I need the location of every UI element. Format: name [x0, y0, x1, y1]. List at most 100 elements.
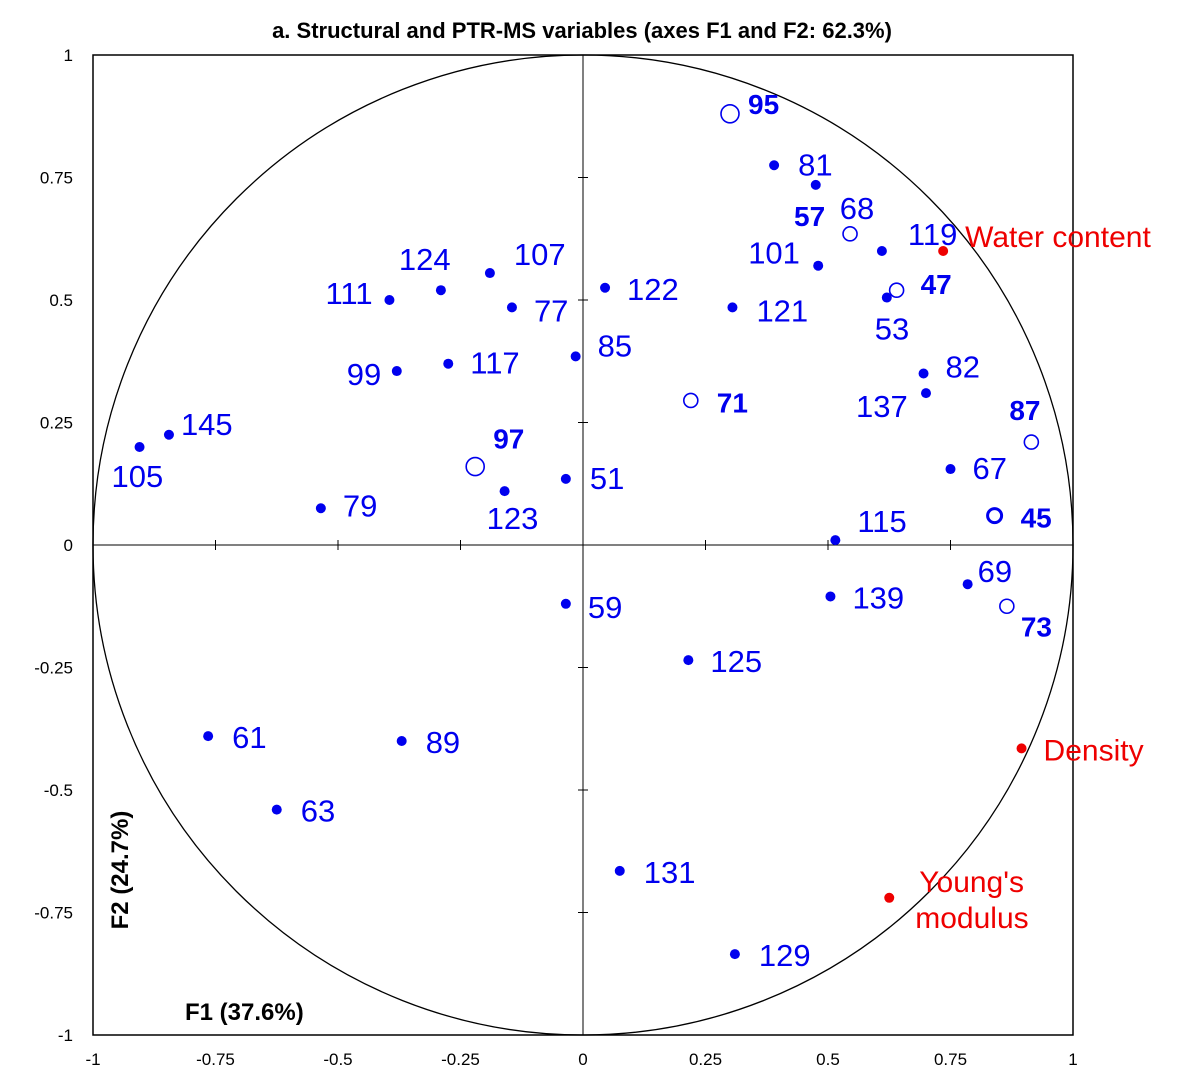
y-tick-label: -0.75: [34, 904, 73, 923]
point-marker: [1016, 743, 1027, 754]
point-marker: [921, 388, 931, 399]
point-label: 107: [514, 237, 566, 272]
point-label: 61: [232, 720, 266, 755]
point-label: 125: [710, 644, 762, 679]
point-label: 105: [112, 459, 164, 494]
point-label: 119: [908, 217, 957, 252]
x-axis-title: F1 (37.6%): [185, 999, 304, 1026]
point-marker: [876, 246, 887, 256]
chart-title: a. Structural and PTR-MS variables (axes…: [272, 18, 892, 43]
point-marker-open: [986, 507, 1004, 525]
point-marker: [683, 655, 694, 666]
point-label: 129: [759, 938, 811, 973]
point-label: 121: [756, 293, 808, 328]
point-marker: [163, 429, 174, 440]
point-marker-open: [888, 282, 905, 299]
y-tick-label: 0.25: [40, 414, 73, 433]
point-label: 117: [470, 346, 519, 381]
point-marker-open: [720, 104, 740, 124]
point-label: 101: [748, 236, 800, 271]
point-marker: [945, 464, 956, 475]
point-label: 77: [534, 293, 568, 328]
point-marker: [825, 591, 836, 602]
point-label: 122: [627, 272, 679, 307]
x-tick-label: -0.75: [196, 1050, 235, 1069]
point-marker: [435, 285, 446, 296]
y-tick-label: -0.5: [44, 781, 73, 800]
point-marker: [938, 246, 949, 256]
x-tick-label: 0.25: [689, 1050, 722, 1069]
point-label: 89: [426, 725, 460, 760]
point-label: 47: [921, 269, 952, 300]
point-marker: [570, 351, 581, 362]
point-label: 68: [840, 191, 874, 226]
point-marker: [271, 804, 282, 815]
point-marker: [884, 892, 895, 903]
point-label: 85: [598, 328, 632, 363]
point-label: 123: [487, 501, 539, 536]
point-label: 59: [588, 590, 622, 625]
point-label: 69: [978, 554, 1012, 589]
point-marker: [499, 486, 510, 497]
point-label: 139: [852, 580, 904, 615]
point-marker: [813, 260, 824, 271]
point-marker: [729, 949, 740, 960]
point-marker: [881, 292, 892, 303]
point-label: 95: [748, 89, 779, 120]
point-label: 67: [973, 451, 1007, 486]
y-tick-label: -1: [58, 1026, 73, 1045]
x-tick-label: 1: [1068, 1050, 1077, 1069]
point-label: 53: [875, 312, 909, 347]
point-label: Density: [1044, 734, 1144, 767]
point-label: 57: [794, 201, 825, 232]
point-label: 79: [343, 488, 377, 523]
point-marker-open: [999, 598, 1015, 615]
point-label: 71: [717, 387, 748, 418]
point-marker: [560, 473, 571, 484]
point-label: 63: [301, 794, 335, 829]
point-marker: [727, 302, 738, 313]
point-label: 145: [181, 407, 233, 442]
point-label: 99: [347, 357, 381, 392]
y-tick-label: 0: [64, 536, 73, 555]
point-label: 115: [857, 504, 906, 539]
x-tick-label: -0.25: [441, 1050, 480, 1069]
x-tick-label: 0.75: [934, 1050, 967, 1069]
x-tick-label: -1: [85, 1050, 100, 1069]
point-marker: [810, 179, 821, 190]
point-marker-open: [682, 392, 699, 409]
point-marker: [560, 598, 571, 609]
point-marker: [484, 268, 495, 279]
y-tick-label: 0.75: [40, 169, 73, 188]
point-marker-open: [842, 226, 858, 242]
point-label: 111: [325, 276, 372, 311]
point-marker: [203, 731, 214, 742]
point-marker-open: [465, 456, 486, 477]
point-label: 87: [1009, 395, 1040, 426]
point-marker: [391, 366, 402, 377]
y-tick-label: 1: [64, 46, 73, 65]
point-label: Young's modulus: [915, 866, 1028, 935]
point-label: 124: [399, 242, 451, 277]
point-label: 73: [1021, 611, 1052, 642]
point-marker: [134, 442, 145, 452]
point-label: 82: [946, 350, 980, 385]
point-marker: [962, 579, 973, 590]
point-label: 97: [493, 424, 524, 455]
point-marker: [769, 160, 780, 171]
y-axis-title: F2 (24.7%): [107, 811, 134, 930]
point-label: 51: [590, 461, 624, 496]
x-tick-label: -0.5: [323, 1050, 352, 1069]
point-marker: [614, 865, 625, 876]
point-marker: [830, 535, 841, 546]
point-marker: [384, 295, 395, 305]
point-label: 137: [856, 389, 908, 424]
y-tick-label: -0.25: [34, 659, 73, 678]
point-marker: [443, 358, 454, 369]
point-marker: [396, 736, 407, 746]
point-marker: [506, 302, 517, 313]
point-marker: [600, 282, 611, 293]
point-marker: [315, 503, 326, 514]
